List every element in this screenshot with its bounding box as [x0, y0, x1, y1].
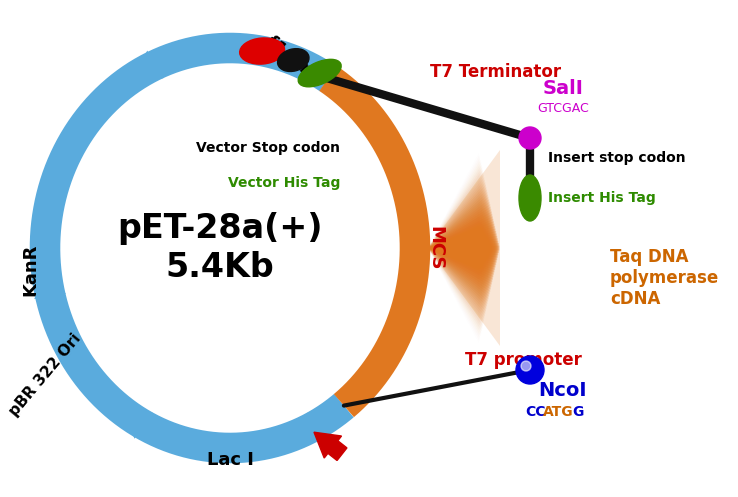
Polygon shape [428, 219, 494, 277]
Polygon shape [428, 226, 495, 270]
Text: Vector His Tag: Vector His Tag [227, 176, 340, 190]
Polygon shape [428, 221, 494, 275]
Polygon shape [428, 187, 486, 309]
Polygon shape [428, 229, 496, 267]
Text: NcoI: NcoI [539, 381, 587, 400]
Text: T7 promoter: T7 promoter [465, 351, 582, 369]
Polygon shape [131, 51, 163, 79]
Text: Insert His Tag: Insert His Tag [548, 191, 656, 205]
Polygon shape [428, 224, 494, 272]
Text: f1 Ori: f1 Ori [262, 33, 318, 83]
Polygon shape [428, 174, 484, 322]
Text: Insert stop codon: Insert stop codon [548, 151, 686, 165]
Polygon shape [428, 211, 492, 285]
Ellipse shape [277, 49, 309, 72]
Text: MCS: MCS [426, 226, 444, 270]
Polygon shape [428, 182, 486, 314]
Polygon shape [428, 172, 483, 324]
Polygon shape [428, 194, 488, 302]
Text: Lac I: Lac I [207, 451, 253, 469]
Polygon shape [428, 192, 488, 304]
Polygon shape [120, 410, 153, 439]
Circle shape [516, 356, 544, 384]
Polygon shape [428, 199, 489, 297]
Ellipse shape [298, 59, 341, 87]
Polygon shape [428, 196, 489, 300]
Text: CC: CC [525, 405, 545, 419]
Text: Vector Stop codon: Vector Stop codon [196, 141, 340, 155]
Text: G: G [572, 405, 584, 419]
Ellipse shape [519, 175, 541, 221]
Circle shape [519, 127, 541, 149]
Polygon shape [428, 231, 496, 265]
Polygon shape [428, 184, 486, 312]
Text: pBR 322 Ori: pBR 322 Ori [7, 331, 83, 419]
Polygon shape [428, 236, 497, 260]
Polygon shape [428, 243, 499, 253]
Polygon shape [428, 206, 491, 290]
Polygon shape [428, 179, 485, 317]
Text: Taq DNA
polymerase
cDNA: Taq DNA polymerase cDNA [610, 248, 720, 308]
Polygon shape [428, 204, 490, 292]
Polygon shape [428, 214, 492, 282]
Text: T7 Terminator: T7 Terminator [430, 63, 561, 81]
Circle shape [521, 361, 531, 371]
Polygon shape [428, 246, 500, 250]
Polygon shape [428, 201, 490, 295]
Polygon shape [308, 410, 339, 439]
Polygon shape [428, 241, 498, 255]
Polygon shape [34, 269, 66, 299]
Polygon shape [428, 189, 487, 307]
Polygon shape [428, 216, 493, 280]
Polygon shape [428, 150, 500, 346]
Text: KanR: KanR [21, 244, 39, 296]
Polygon shape [428, 238, 498, 258]
Text: pET-28a(+)
5.4Kb: pET-28a(+) 5.4Kb [117, 212, 323, 284]
Polygon shape [428, 177, 484, 319]
Ellipse shape [240, 38, 285, 64]
Text: SalI: SalI [542, 79, 584, 97]
Polygon shape [428, 233, 497, 263]
FancyArrow shape [314, 432, 347, 461]
Polygon shape [428, 209, 492, 287]
Text: ATG: ATG [542, 405, 573, 419]
Text: GTCGAC: GTCGAC [537, 101, 589, 114]
Polygon shape [428, 169, 483, 327]
